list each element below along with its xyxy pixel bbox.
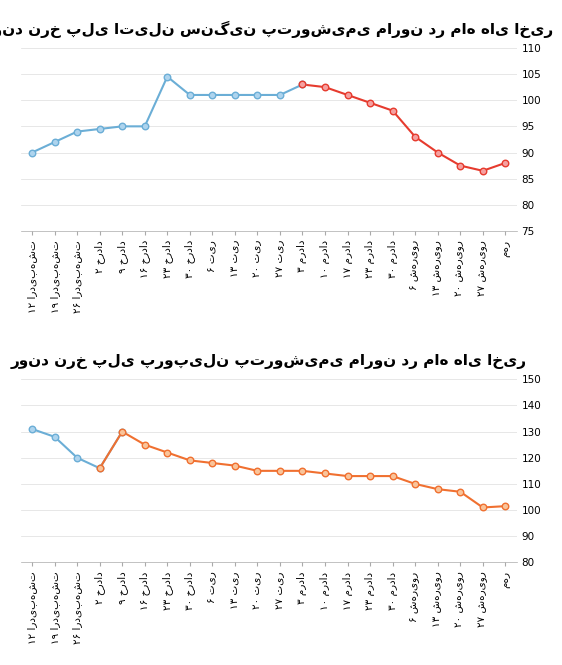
Point [275, 90, 284, 100]
Point [72, 126, 81, 137]
Point [140, 440, 149, 450]
Point [163, 448, 172, 458]
Point [253, 90, 262, 100]
Point [185, 90, 194, 100]
Point [388, 471, 397, 481]
Point [411, 132, 420, 142]
Point [230, 90, 239, 100]
Point [388, 105, 397, 116]
Point [117, 121, 126, 132]
Point [501, 158, 510, 168]
Point [95, 463, 104, 473]
Point [208, 458, 217, 468]
Point [411, 479, 420, 489]
Point [117, 426, 126, 437]
Point [117, 426, 126, 437]
Point [366, 98, 375, 108]
Point [320, 82, 329, 92]
Point [253, 465, 262, 476]
Point [163, 71, 172, 82]
Point [208, 90, 217, 100]
Point [50, 432, 59, 442]
Point [433, 147, 442, 158]
Point [50, 137, 59, 148]
Point [501, 501, 510, 511]
Point [230, 460, 239, 471]
Point [343, 90, 352, 100]
Point [456, 160, 465, 171]
Point [28, 147, 37, 158]
Point [72, 452, 81, 463]
Point [140, 121, 149, 132]
Point [28, 424, 37, 434]
Point [343, 471, 352, 481]
Point [298, 465, 307, 476]
Point [298, 79, 307, 90]
Title: روند نرخ پلی اتیلن سنگین پتروشیمی مارون در ماه های اخیر: روند نرخ پلی اتیلن سنگین پتروشیمی مارون … [0, 21, 553, 38]
Point [456, 487, 465, 497]
Point [478, 502, 487, 513]
Point [366, 471, 375, 481]
Title: روند نرخ پلی پروپیلن پتروشیمی مارون در ماه های اخیر: روند نرخ پلی پروپیلن پتروشیمی مارون در م… [11, 354, 527, 370]
Point [478, 166, 487, 176]
Point [185, 455, 194, 465]
Point [433, 484, 442, 495]
Point [95, 463, 104, 473]
Point [95, 124, 104, 134]
Point [298, 79, 307, 90]
Point [320, 468, 329, 479]
Point [275, 465, 284, 476]
